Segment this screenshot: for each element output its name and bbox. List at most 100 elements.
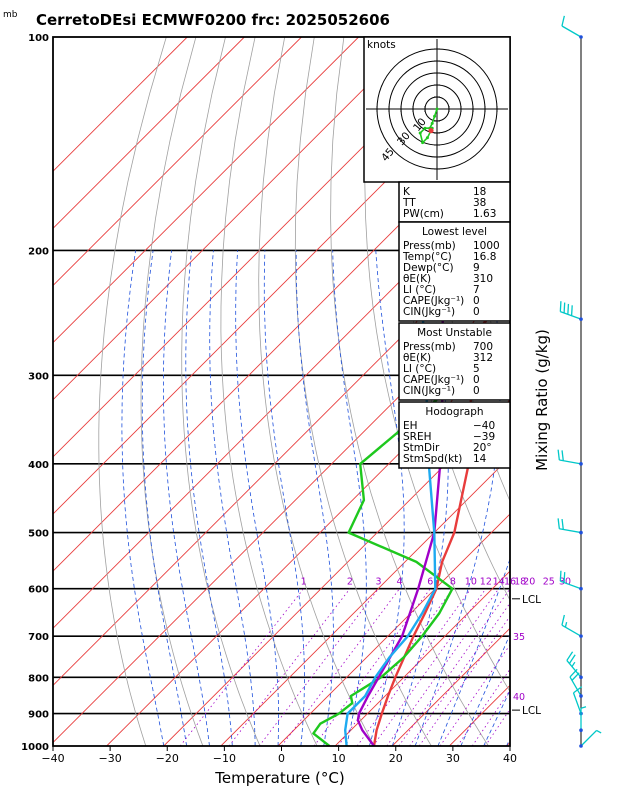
wind-barb-flag xyxy=(566,651,574,661)
moist-adiabat xyxy=(369,250,405,746)
index-value: 0 xyxy=(473,374,480,386)
index-label: θE(K) xyxy=(403,352,431,364)
index-value: 1.63 xyxy=(473,208,496,220)
mixing-ratio-label: 18 xyxy=(514,577,526,588)
isotherm-line xyxy=(163,399,510,746)
wind-barb-half xyxy=(564,621,568,628)
mixing-ratio-label: 10 xyxy=(465,577,477,588)
isotherm-line xyxy=(53,37,302,287)
wind-barb xyxy=(561,614,583,638)
mixing-ratio-label: 4 xyxy=(396,577,402,588)
index-label: TT xyxy=(402,197,416,209)
wind-level-dot xyxy=(579,317,583,321)
dry-adiabat xyxy=(258,37,375,746)
wind-level-dot xyxy=(579,744,583,748)
mixing-ratio-label: 40 xyxy=(513,692,525,703)
index-label: LI (°C) xyxy=(403,284,436,296)
hodograph-point xyxy=(435,107,439,111)
moist-adiabat xyxy=(437,557,510,746)
index-label: K xyxy=(403,186,411,198)
index-value: 16.8 xyxy=(473,251,496,263)
index-value: 0 xyxy=(473,385,480,397)
isotherm-line xyxy=(53,37,474,458)
x-tick-label: 40 xyxy=(503,752,517,765)
x-tick-label: −20 xyxy=(156,752,179,765)
wind-barb-staff xyxy=(561,25,582,38)
wind-level-dot xyxy=(579,675,583,680)
index-label: EH xyxy=(403,420,418,432)
mixing-ratio-line xyxy=(258,588,379,746)
wind-barb-staff xyxy=(559,528,582,534)
mixing-ratio-label: 30 xyxy=(559,577,571,588)
lowest-box xyxy=(398,221,511,322)
index-value: 5 xyxy=(473,363,480,375)
hodograph-point xyxy=(425,136,429,140)
x-axis-label: Temperature (°C) xyxy=(214,769,344,787)
index-value: 14 xyxy=(473,453,487,465)
indices-table: K 18 TT 38 PW(cm) 1.63 Lowest level Press(mb) 10… xyxy=(398,181,511,469)
hodograph-point xyxy=(433,114,437,118)
moist-adiabat xyxy=(295,250,334,746)
index-value: 9 xyxy=(473,262,480,274)
dry-adiabat xyxy=(581,37,618,746)
wind-barb xyxy=(579,706,587,733)
wind-barb-flag xyxy=(563,302,566,314)
mixing-ratio-label: 25 xyxy=(543,577,555,588)
wind-barb xyxy=(557,449,583,466)
index-value: 38 xyxy=(473,197,486,209)
mixing-ratio-label: 6 xyxy=(427,577,433,588)
moist-adiabat xyxy=(141,250,187,746)
index-label: CAPE(Jkg⁻¹) xyxy=(403,374,464,386)
dry-adiabat xyxy=(610,37,618,746)
temperature-line xyxy=(372,301,510,746)
isotherm-line xyxy=(53,37,417,401)
isotherm-line xyxy=(53,37,245,230)
wind-barb xyxy=(579,729,602,748)
wind-level-dot xyxy=(579,462,583,466)
wind-barb-staff xyxy=(580,729,598,747)
dry-adiabat xyxy=(220,37,318,746)
mixing-ratio-label: 8 xyxy=(450,577,456,588)
index-value: 0 xyxy=(473,295,480,307)
wind-barb-flag xyxy=(557,518,560,529)
index-value: 1000 xyxy=(473,240,500,252)
wind-level-dot xyxy=(579,634,583,638)
index-value: 0 xyxy=(473,306,480,318)
index-value: 700 xyxy=(473,341,493,353)
wind-barb-flag xyxy=(559,301,562,312)
hodo-box xyxy=(398,401,511,469)
most_unstable-box xyxy=(398,322,511,401)
right-axis-label: Mixing Ratio (g/kg) xyxy=(533,329,551,471)
pressure-tick-label: 300 xyxy=(28,371,49,382)
index-label: Temp(°C) xyxy=(402,251,452,263)
dry-adiabat xyxy=(181,37,261,746)
mixing-ratio-line xyxy=(372,588,487,746)
grid-lines xyxy=(53,37,618,746)
hodograph-units: knots xyxy=(367,39,396,51)
wind-barb-flag xyxy=(561,450,564,461)
pressure-tick-label: 700 xyxy=(28,632,49,643)
indices-top-box xyxy=(398,181,511,223)
hodograph-point xyxy=(418,131,422,135)
chart-title: CerretoDEsi ECMWF0200 frc: 2025052606 xyxy=(36,11,390,29)
mixing-ratio-line xyxy=(457,668,510,746)
mixing-ratio-line xyxy=(386,588,500,746)
index-label: LI (°C) xyxy=(403,363,436,375)
lcl-label: LCL xyxy=(522,594,541,606)
mixing-ratio-line xyxy=(281,588,400,746)
mixing-ratio-line xyxy=(398,588,510,746)
moist-adiabat xyxy=(185,250,233,746)
x-tick-label: −10 xyxy=(213,752,236,765)
wind-level-dot xyxy=(579,586,583,591)
mixing-ratio-line xyxy=(313,588,431,746)
moist-adiabat xyxy=(332,250,367,746)
wind-barb-flag xyxy=(561,614,565,626)
wind-barb xyxy=(566,651,583,680)
mixing-ratio-label: 3 xyxy=(375,577,381,588)
moist-adiabat xyxy=(209,250,256,746)
index-label: Dewp(°C) xyxy=(403,262,454,274)
index-value: −39 xyxy=(473,431,495,443)
index-label: PW(cm) xyxy=(403,208,444,220)
